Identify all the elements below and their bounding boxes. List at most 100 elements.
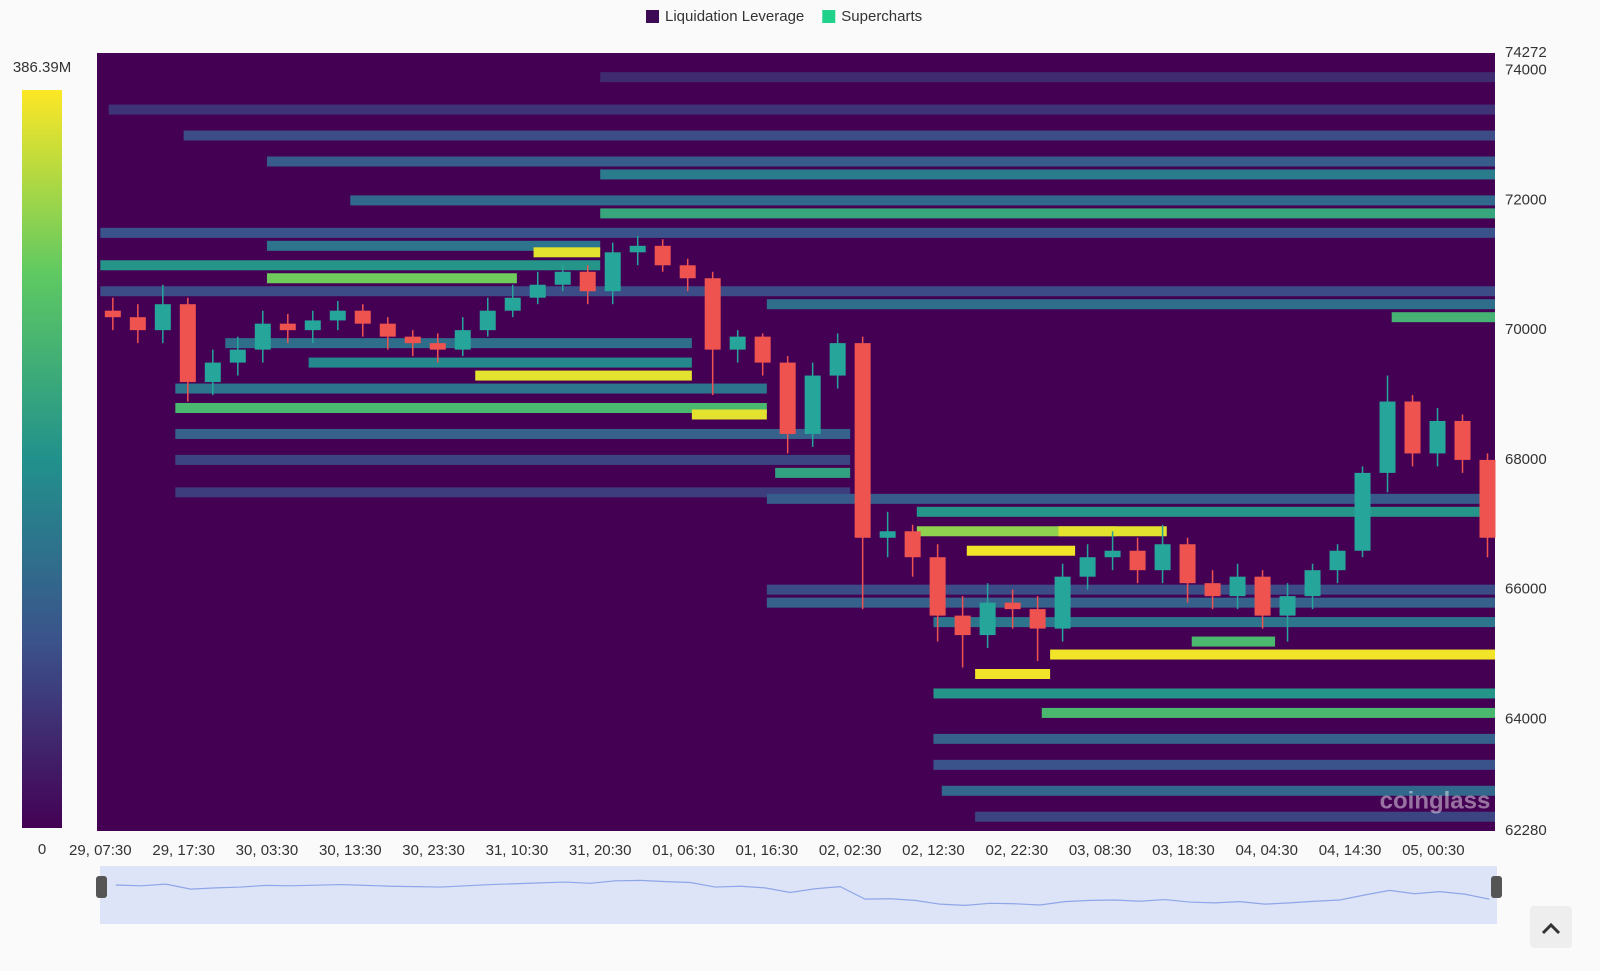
candle-body	[279, 323, 296, 331]
candle-body	[179, 304, 196, 383]
heat-band	[933, 759, 1495, 770]
x-tick-label: 30, 03:30	[236, 842, 299, 859]
heat-band	[175, 487, 851, 498]
navigator[interactable]	[100, 866, 1497, 924]
heat-band	[175, 403, 767, 414]
x-tick-label: 03, 08:30	[1069, 842, 1132, 859]
y-tick-label: 74000	[1505, 62, 1547, 79]
heat-band	[600, 208, 1495, 219]
x-tick-label: 03, 18:30	[1152, 842, 1215, 859]
y-tick-label: 64000	[1505, 710, 1547, 727]
candle-body	[1379, 401, 1396, 473]
heat-band	[941, 785, 1495, 796]
legend-label: Liquidation Leverage	[665, 8, 804, 25]
legend-swatch	[822, 10, 836, 23]
heat-band	[1191, 636, 1276, 647]
candle-body	[879, 531, 896, 538]
candle-body	[1154, 544, 1171, 571]
candle-body	[1429, 420, 1446, 454]
y-tick-label: 70000	[1505, 321, 1547, 338]
heat-band	[100, 286, 1496, 297]
heat-band	[916, 526, 1117, 537]
heat-band	[766, 597, 1495, 608]
candle-body	[304, 320, 321, 331]
candle-body	[529, 284, 546, 298]
x-tick-label: 04, 14:30	[1319, 842, 1382, 859]
heat-band	[266, 240, 601, 251]
heat-band	[1050, 649, 1495, 660]
candle-body	[1079, 557, 1096, 577]
heat-band	[933, 688, 1495, 699]
candle-body	[1054, 576, 1071, 629]
heat-band	[350, 195, 1495, 206]
candle-body	[604, 252, 621, 292]
colorbar-label: 386.39M	[13, 59, 71, 76]
candle-body	[1229, 576, 1246, 597]
x-tick-label: 02, 22:30	[985, 842, 1048, 859]
candle-body	[1254, 576, 1271, 616]
legend: Liquidation Leverage Supercharts	[646, 8, 922, 25]
heat-band	[266, 273, 517, 284]
heat-band	[600, 72, 1495, 83]
heat-band	[766, 584, 1495, 595]
heat-band	[183, 130, 1496, 141]
navigator-handle[interactable]	[1491, 876, 1502, 898]
heat-band	[766, 299, 1495, 310]
colorbar-label: 0	[38, 841, 46, 858]
candle-body	[154, 304, 171, 331]
candle-body	[104, 310, 121, 318]
candle-body	[404, 336, 421, 344]
candle-body	[654, 245, 671, 266]
candle-body	[1279, 596, 1296, 616]
candle-body	[1329, 550, 1346, 571]
candle-body	[729, 336, 746, 350]
candle-body	[804, 375, 821, 434]
navigator-series	[115, 879, 1490, 907]
candle-body	[379, 323, 396, 337]
x-tick-label: 29, 07:30	[69, 842, 132, 859]
x-tick-label: 04, 04:30	[1235, 842, 1298, 859]
heat-band	[1391, 312, 1495, 323]
y-tick-label: 62280	[1505, 822, 1547, 839]
candle-body	[1479, 459, 1496, 538]
candle-body	[254, 323, 271, 350]
candle-body	[454, 330, 471, 350]
y-tick-label: 66000	[1505, 581, 1547, 598]
candle-body	[229, 349, 246, 363]
x-tick-label: 29, 17:30	[152, 842, 215, 859]
x-tick-label: 01, 06:30	[652, 842, 715, 859]
watermark: coinglass	[1380, 787, 1491, 814]
heat-band	[1041, 707, 1495, 718]
candle-body	[779, 362, 796, 434]
heat-band	[916, 506, 1495, 517]
y-tick-label: 72000	[1505, 191, 1547, 208]
heat-band	[175, 383, 767, 394]
heat-band	[933, 733, 1495, 744]
heat-band	[691, 409, 767, 420]
y-tick-label: 74272	[1505, 44, 1547, 61]
candle-body	[979, 602, 996, 636]
navigator-handle[interactable]	[96, 876, 107, 898]
candle-body	[504, 297, 521, 311]
candle-body	[554, 271, 571, 285]
candle-body	[429, 343, 446, 350]
heat-band	[933, 617, 1495, 628]
candle-body	[1104, 550, 1121, 558]
candle-body	[754, 336, 771, 363]
candle-body	[1354, 472, 1371, 551]
candle-body	[329, 310, 346, 321]
heat-band	[266, 156, 1495, 167]
candle-body	[1179, 544, 1196, 584]
x-tick-label: 02, 12:30	[902, 842, 965, 859]
heat-band	[100, 260, 601, 271]
heat-band	[775, 467, 851, 478]
candle-body	[904, 531, 921, 558]
x-tick-label: 31, 10:30	[486, 842, 549, 859]
candle-body	[629, 245, 646, 253]
heat-band	[600, 169, 1495, 180]
candle-body	[1004, 602, 1021, 610]
navigator-line	[115, 879, 1490, 907]
x-tick-label: 30, 23:30	[402, 842, 465, 859]
heat-band	[100, 227, 1496, 238]
